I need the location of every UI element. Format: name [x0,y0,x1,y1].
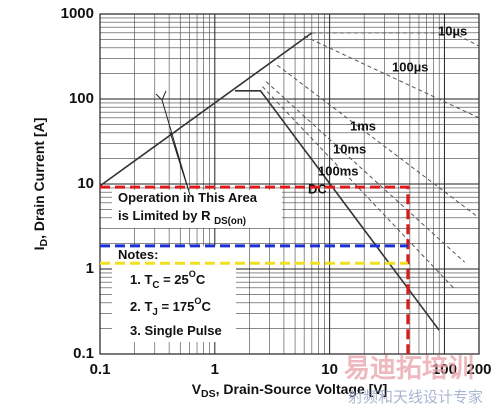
y-tick-label: 100 [69,90,94,107]
y-tick-label: 1000 [61,5,94,22]
x-tick-label: 200 [466,361,491,378]
notes-text-part: 2. T [130,299,152,314]
annotation-text: is Limited by R DS(on) [118,208,246,226]
series-label: DC [308,181,327,196]
y-axis-label-part: I [31,247,47,251]
notes-text: Notes: [118,247,158,262]
series-line [265,81,465,263]
x-axis-label-part: DS [201,388,216,400]
notes-text-part: = 25 [159,272,188,287]
y-tick-label: 1 [86,260,94,277]
x-tick-label: 100 [432,361,457,378]
notes-text: 1. TC = 25OC [130,269,206,290]
annotation-text-part: is Limited by R [118,208,214,223]
series-line [276,64,480,219]
annotation-text-part: DS(on) [214,216,246,227]
notes-text-part: C [196,272,206,287]
watermark: 易迪拓培训 [344,353,474,383]
notes-text-part: Notes: [118,247,158,262]
x-axis-label-part: , Drain-Source Voltage [V] [216,381,388,397]
watermark: 射频和天线设计专家 [348,389,483,406]
y-axis-label-part: D [38,239,50,247]
annotation-text: Operation in This Area [118,190,258,205]
notes-text-part: 1. T [130,272,152,287]
x-tick-label: 10 [321,361,338,378]
series-line [235,89,440,331]
notes-text-part: O [194,296,201,306]
series-line [99,32,313,187]
x-tick-label: 0.1 [90,361,111,378]
series-line [262,86,454,289]
notes-text: 3. Single Pulse [130,323,222,338]
reference-line [100,185,410,354]
x-tick-label: 1 [211,361,219,378]
notes-text-part: C [201,299,211,314]
annotation-arrow [155,90,191,196]
notes-text-part: 3. Single Pulse [130,323,222,338]
annotation-text-part: Operation in This Area [118,190,258,205]
notes-text: 2. TJ = 175OC [130,296,211,317]
x-axis-label: VDS, Drain-Source Voltage [V] [192,381,388,400]
notes-text-part: O [189,269,196,279]
notes-text-part: C [152,280,159,291]
notes-text-part: = 175 [158,299,195,314]
annotation-box [112,190,282,228]
series-label: 1ms [350,118,376,133]
plot-frame [99,13,480,355]
series-label: 100ms [318,163,358,178]
y-axis-label: ID, Drain Current [A] [31,118,50,251]
series-line [311,32,480,47]
series-label: 10ms [333,141,366,156]
y-tick-label: 0.1 [73,345,94,362]
series-label: 10µs [438,23,467,38]
series-label: 100µs [392,59,428,74]
notes-text-part: J [152,307,157,318]
x-axis-label-part: V [192,381,202,397]
y-tick-label: 10 [77,175,94,192]
y-axis-label-part: , Drain Current [A] [31,118,47,239]
